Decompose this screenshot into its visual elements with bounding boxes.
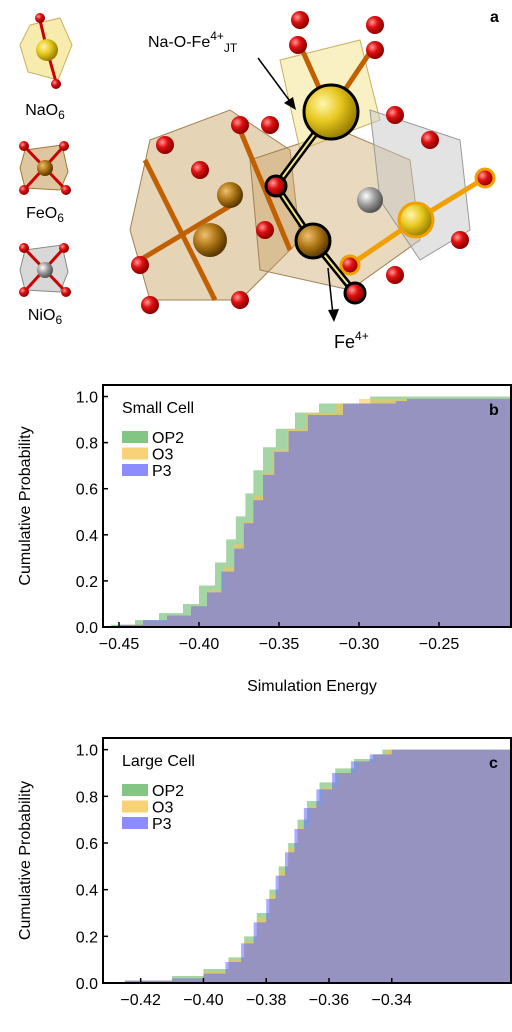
y-axis-title: Cumulative Probability bbox=[17, 426, 34, 585]
plot-area bbox=[103, 749, 511, 983]
plot-area bbox=[103, 396, 511, 627]
x-tick-label: −0.36 bbox=[309, 992, 350, 1009]
x-tick-label: −0.42 bbox=[120, 992, 161, 1009]
plot-frame bbox=[102, 737, 512, 984]
legend-label: NaO6 bbox=[25, 102, 65, 122]
legend-label: O3 bbox=[152, 447, 173, 464]
legend-label: P3 bbox=[152, 463, 172, 480]
legend-label: OP2 bbox=[152, 783, 184, 800]
legend-label: FeO6 bbox=[26, 205, 64, 225]
crystal-structure bbox=[129, 11, 496, 322]
x-tick-label: −0.38 bbox=[246, 992, 287, 1009]
annotation: Na-O-Fe4+JT bbox=[148, 29, 238, 55]
legend-swatch bbox=[122, 464, 148, 476]
legend-label: NiO6 bbox=[28, 307, 63, 327]
y-tick-label: 0.0 bbox=[76, 620, 98, 637]
y-tick-label: 0.4 bbox=[76, 883, 98, 900]
x-axis-title: Simulation Energy bbox=[247, 678, 377, 695]
y-tick-label: 0.8 bbox=[76, 789, 98, 806]
panel-label: c bbox=[489, 755, 498, 772]
panel-label: b bbox=[489, 402, 499, 419]
panel-label: a bbox=[490, 9, 499, 26]
plot-frame bbox=[102, 384, 512, 628]
chart-title: Small Cell bbox=[122, 400, 194, 417]
legend-swatch bbox=[122, 800, 148, 813]
legend-label: O3 bbox=[152, 800, 173, 817]
legend-swatch bbox=[122, 431, 148, 443]
cdf-area bbox=[103, 398, 511, 627]
legend-swatch bbox=[122, 817, 148, 829]
y-axis-title: Cumulative Probability bbox=[17, 781, 34, 940]
legend-swatch bbox=[122, 784, 148, 796]
chart-title: Large Cell bbox=[122, 753, 195, 770]
y-tick-label: 0.4 bbox=[76, 528, 98, 545]
y-tick-label: 0.2 bbox=[76, 574, 98, 591]
legend-icons bbox=[19, 13, 73, 297]
y-tick-label: 0.6 bbox=[76, 482, 98, 499]
legend-label: OP2 bbox=[152, 430, 184, 447]
x-tick-label: −0.45 bbox=[99, 636, 140, 653]
x-tick-label: −0.25 bbox=[419, 636, 460, 653]
y-tick-label: 1.0 bbox=[76, 390, 98, 407]
y-tick-label: 1.0 bbox=[76, 743, 98, 760]
y-tick-label: 0.8 bbox=[76, 436, 98, 453]
x-tick-label: −0.40 bbox=[179, 636, 220, 653]
x-tick-label: −0.30 bbox=[339, 636, 380, 653]
y-tick-label: 0.0 bbox=[76, 976, 98, 993]
cdf-area bbox=[103, 749, 511, 983]
y-tick-label: 0.2 bbox=[76, 929, 98, 946]
annotation: Fe4+ bbox=[334, 329, 369, 352]
x-tick-label: −0.34 bbox=[371, 992, 412, 1009]
legend-label: P3 bbox=[152, 816, 172, 833]
x-tick-label: −0.35 bbox=[259, 636, 300, 653]
x-tick-label: −0.40 bbox=[183, 992, 224, 1009]
y-tick-label: 0.6 bbox=[76, 836, 98, 853]
legend-swatch bbox=[122, 447, 148, 460]
structure-panel: NaO6 FeO6 NiO6 bbox=[19, 9, 499, 352]
